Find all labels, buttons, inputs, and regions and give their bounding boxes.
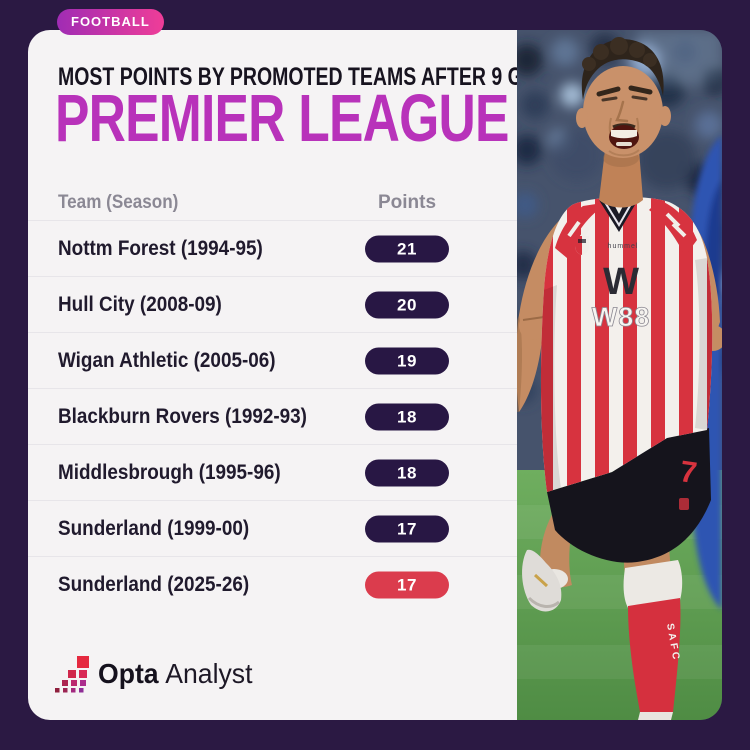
points-badge: 17 — [365, 515, 449, 542]
shirt-sponsor-text: W88 — [592, 302, 651, 332]
team-season-label: Nottm Forest (1994-95) — [58, 236, 263, 260]
points-badge: 21 — [365, 235, 449, 262]
table-row: Middlesbrough (1995-96) 18 — [28, 444, 517, 500]
points-badge: 18 — [365, 403, 449, 430]
club-crest — [575, 236, 589, 255]
table-row: Hull City (2008-09) 20 — [28, 276, 517, 332]
player-photo: SAFC 7 — [517, 30, 722, 720]
team-season-label: Hull City (2008-09) — [58, 292, 222, 316]
sock-red — [628, 598, 681, 712]
team-season-label: Blackburn Rovers (1992-93) — [58, 404, 307, 428]
points-badge: 19 — [365, 347, 449, 374]
table-row: Wigan Athletic (2005-06) 19 — [28, 332, 517, 388]
opta-logo-mark — [55, 656, 89, 693]
stats-card: MOST POINTS BY PROMOTED TEAMS AFTER 9 GA… — [28, 30, 579, 720]
team-season-label: Wigan Athletic (2005-06) — [58, 348, 276, 372]
points-badge: 18 — [365, 459, 449, 486]
player-illustration: SAFC 7 — [517, 30, 722, 720]
table-row: Sunderland (1999-00) 17 — [28, 500, 517, 556]
points-badge: 20 — [365, 291, 449, 318]
column-header-team: Team (Season) — [58, 192, 179, 213]
table-header: Team (Season) Points — [28, 192, 517, 220]
subtitle: MOST POINTS BY PROMOTED TEAMS AFTER 9 GA… — [58, 63, 580, 91]
shirt-stripes — [540, 196, 713, 493]
points-badge-highlighted: 17 — [365, 571, 449, 598]
shirt-logo: W — [603, 261, 639, 303]
kit-brand-text: hummel — [608, 243, 639, 250]
table-row-highlighted: Sunderland (2025-26) 17 — [28, 556, 517, 612]
brand-text: Opta Analyst — [98, 658, 253, 689]
column-header-points: Points — [377, 192, 437, 213]
football-badge: FOOTBALL — [57, 9, 164, 35]
team-season-label: Sunderland (1999-00) — [58, 516, 250, 540]
team-season-label: Sunderland (2025-26) — [58, 572, 250, 596]
opta-analyst-logo: Opta Analyst — [55, 652, 261, 696]
player-head — [576, 37, 671, 158]
sock-white-band — [623, 560, 683, 608]
stats-table: Nottm Forest (1994-95) 21 Hull City (200… — [28, 220, 517, 612]
table-row: Nottm Forest (1994-95) 21 — [28, 220, 517, 276]
shorts-number: 7 — [678, 455, 699, 490]
shorts — [547, 428, 711, 563]
table-row: Blackburn Rovers (1992-93) 18 — [28, 388, 517, 444]
page-title: PREMIER LEAGUE — [55, 81, 509, 156]
player-figure: SAFC 7 — [517, 37, 722, 720]
team-season-label: Middlesbrough (1995-96) — [58, 460, 281, 484]
